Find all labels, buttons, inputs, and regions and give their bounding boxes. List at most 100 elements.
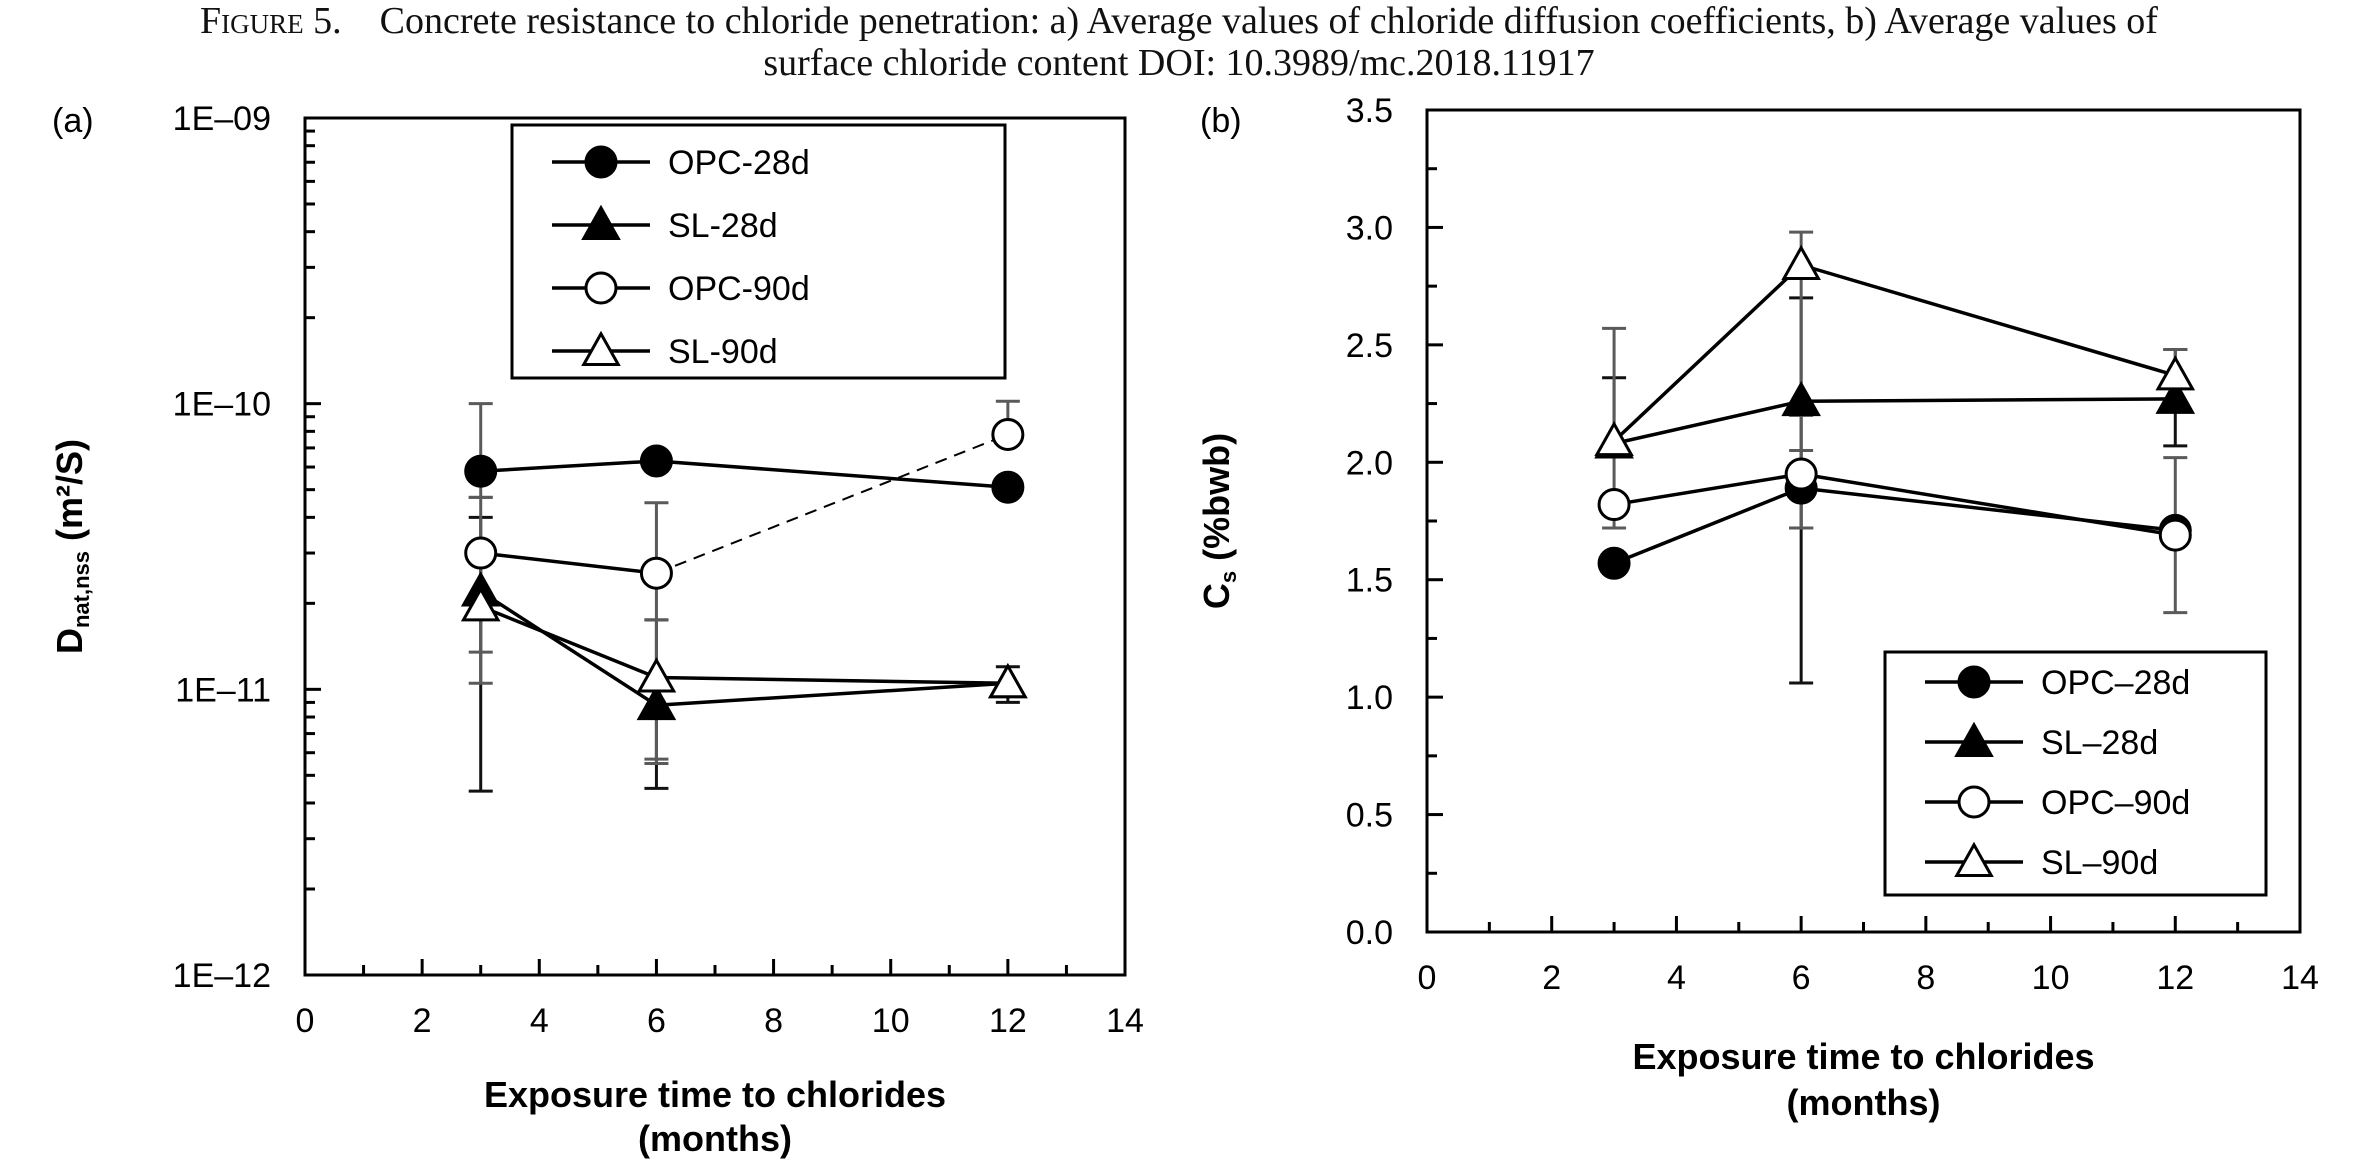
y-tick-label: 1E–09 <box>173 100 271 138</box>
legend-label: OPC–90d <box>2041 784 2190 822</box>
y-tick-label: 0.5 <box>1346 797 1393 835</box>
chart-panel-b: (b) 0 2 4 6 8 10 12 14 0.0 0.5 1.0 1.5 2.0 2.5 3.0 3.5 Ex… <box>1196 92 2319 1123</box>
series-line <box>1612 263 1803 443</box>
x-tick-label: 14 <box>2281 959 2319 997</box>
x-axis-label: Exposure time to chlorides <box>1632 1036 2094 1077</box>
legend-marker <box>1957 785 1991 819</box>
series-line <box>656 433 1009 575</box>
legend-label: SL–28d <box>2041 724 2158 762</box>
legend-marker <box>1954 721 1994 757</box>
x-tick-label: 8 <box>764 1002 783 1040</box>
y-axis-label-sub: nat,nss <box>69 551 94 628</box>
series-SL–28d <box>1594 378 2196 459</box>
data-point <box>636 657 677 693</box>
data-point <box>639 444 673 478</box>
figure-caption: Figure 5. Concrete resistance to chlorid… <box>0 0 2358 84</box>
chart-panel-a: (a) 0 2 4 6 8 10 12 14 1E–12 1E–11 1E–10 1E–09 Exposu… <box>49 100 1144 1159</box>
y-tick-label: 3.0 <box>1346 209 1393 247</box>
series-line <box>656 675 1008 686</box>
series-SL-90d <box>460 586 1028 699</box>
x-axis-label: Exposure time to chlorides <box>484 1074 946 1115</box>
data-point <box>639 556 673 590</box>
x-tick-label: 6 <box>647 1002 666 1040</box>
legend-label: SL-90d <box>668 333 778 371</box>
series-line <box>656 681 1008 707</box>
y-tick-label: 2.0 <box>1346 444 1393 482</box>
data-point <box>2158 518 2192 552</box>
legend-label: SL–90d <box>2041 844 2158 882</box>
legend-marker <box>1957 665 1991 699</box>
x-axis-label-line-2: (months) <box>638 1118 792 1159</box>
legend: OPC–28d SL–28d OPC–90d SL–90d <box>1883 650 2268 897</box>
data-point <box>1594 420 1634 457</box>
series-line <box>1800 486 2176 533</box>
legend-box <box>1883 650 2268 897</box>
panel-label: (b) <box>1200 102 1242 140</box>
x-axis-label-line-2: (months) <box>1787 1082 1941 1123</box>
series-line <box>1613 399 1802 446</box>
data-point <box>2155 355 2196 391</box>
x-tick-label: 14 <box>1106 1002 1144 1040</box>
series-SL–90d <box>1594 244 2196 457</box>
x-tick-label: 0 <box>296 1002 315 1040</box>
x-tick-label: 2 <box>413 1002 432 1040</box>
y-axis-label-unit: (m²/S) <box>49 439 90 541</box>
data-point <box>636 684 677 721</box>
x-tick-label: 4 <box>1667 959 1686 997</box>
series-OPC-90d <box>464 417 1025 590</box>
legend-marker <box>584 271 618 305</box>
y-tick-label: 1E–11 <box>175 671 271 709</box>
legend-label: SL-28d <box>668 207 778 245</box>
series-line <box>480 551 657 575</box>
data-point <box>1597 546 1631 580</box>
series-line <box>480 459 657 473</box>
y-axis-label-unit: (%bwb) <box>1196 433 1237 561</box>
x-tick-label: 12 <box>989 1002 1027 1040</box>
data-point <box>1597 488 1631 522</box>
data-point <box>460 586 501 622</box>
data-point <box>1781 244 1821 280</box>
y-tick-label: 0.0 <box>1346 914 1393 952</box>
y-tick-label: 1E–10 <box>173 386 271 424</box>
caption-line-2: surface chloride content DOI: 10.3989/mc… <box>763 42 1595 84</box>
x-tick-label: 10 <box>872 1002 910 1040</box>
y-axis-label-sub: s <box>1216 571 1241 583</box>
series-SL-28d <box>460 571 1028 721</box>
x-tick-label: 8 <box>1916 959 1935 997</box>
series-line <box>480 604 658 680</box>
series-line <box>1800 263 2176 378</box>
legend-marker <box>581 204 621 240</box>
caption-line-1: Figure 5. Concrete resistance to chlorid… <box>0 0 2358 42</box>
y-axis-label: Dnat,nss (m²/S) <box>49 439 94 654</box>
legend-marker <box>584 145 618 179</box>
legend-label: OPC-28d <box>668 144 810 182</box>
data-point <box>464 536 498 570</box>
x-tick-label: 0 <box>1418 959 1437 997</box>
data-point <box>2155 378 2196 414</box>
x-tick-label: 2 <box>1542 959 1561 997</box>
y-axis-label-main: C <box>1196 583 1237 609</box>
y-axis-label: Cs (%bwb) <box>1196 433 1241 609</box>
legend-label: OPC-90d <box>668 270 810 308</box>
legend-marker <box>581 330 621 366</box>
y-tick-label: 1.0 <box>1346 679 1393 717</box>
data-point <box>991 417 1025 451</box>
panel-label: (a) <box>52 102 94 140</box>
series-OPC–90d <box>1597 457 2192 552</box>
data-point <box>1781 380 1821 417</box>
x-tick-label: 10 <box>2032 959 2070 997</box>
data-point <box>991 470 1025 504</box>
y-tick-label: 1.5 <box>1346 562 1393 600</box>
x-tick-label: 4 <box>530 1002 549 1040</box>
data-point <box>988 662 1028 699</box>
series-line <box>479 590 658 707</box>
y-tick-label: 1E–12 <box>173 957 271 995</box>
series-OPC-28d <box>464 444 1025 504</box>
data-point <box>464 454 498 488</box>
series-line <box>1613 472 1802 507</box>
series-line <box>656 459 1008 489</box>
y-axis-label-main: D <box>49 628 90 654</box>
y-tick-label: 3.5 <box>1346 92 1393 130</box>
series-line <box>1801 397 2176 403</box>
